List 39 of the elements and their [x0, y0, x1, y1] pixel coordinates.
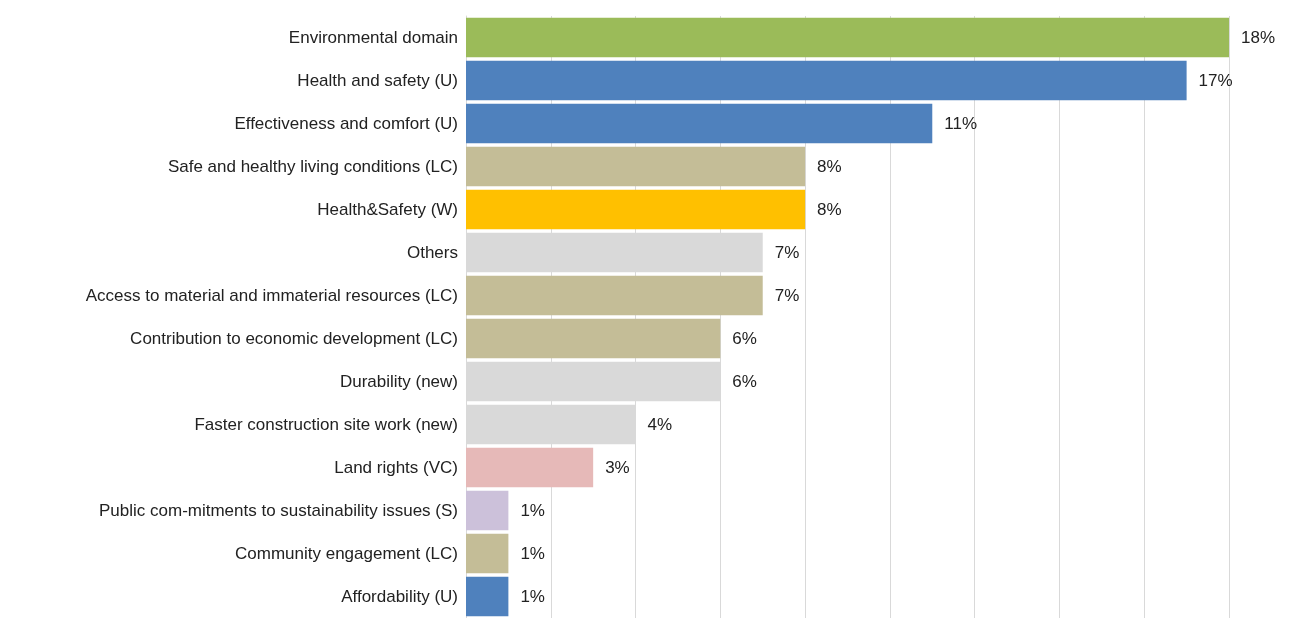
data-label: 8%	[817, 200, 842, 219]
bar	[466, 17, 1229, 58]
y-tick-label: Safe and healthy living conditions (LC)	[167, 157, 458, 176]
data-label: 1%	[520, 501, 545, 520]
data-label: 11%	[944, 114, 978, 133]
y-tick-label: Contribution to economic development (LC)	[130, 329, 458, 348]
y-tick-label: Environmental domain	[288, 28, 458, 47]
bar	[466, 447, 594, 488]
bar	[466, 533, 509, 574]
y-tick-label: Others	[406, 243, 458, 262]
data-label: 17%	[1198, 71, 1233, 90]
data-label: 3%	[605, 458, 630, 477]
y-tick-label: Faster construction site work (new)	[194, 415, 458, 434]
bar	[466, 275, 763, 316]
data-label: 7%	[774, 243, 800, 262]
y-tick-label: Health&Safety (W)	[317, 200, 458, 219]
bar	[466, 490, 509, 531]
data-label: 4%	[647, 415, 673, 434]
data-label: 6%	[732, 372, 757, 391]
data-label: 18%	[1241, 28, 1276, 47]
y-tick-label: Public com-mitments to sustainability issues (S)	[98, 501, 458, 520]
bar	[466, 146, 806, 187]
data-label: 1%	[520, 587, 545, 606]
y-tick-label: Land rights (VC)	[334, 458, 458, 477]
bar	[466, 576, 509, 617]
bar	[466, 318, 721, 359]
data-label: 1%	[520, 544, 545, 563]
data-label: 8%	[817, 157, 842, 176]
y-tick-label: Health and safety (U)	[297, 71, 458, 90]
y-tick-label: Community engagement (LC)	[235, 544, 458, 563]
y-tick-label: Durability (new)	[339, 372, 458, 391]
y-tick-label: Affordability (U)	[341, 587, 458, 606]
y-tick-label: Access to material and immaterial resources (LC)	[85, 286, 458, 305]
y-tick-label: Effectiveness and comfort (U)	[234, 114, 458, 133]
bar	[466, 189, 806, 230]
data-label: 7%	[774, 286, 800, 305]
data-label: 6%	[732, 329, 757, 348]
bar	[466, 103, 933, 144]
bar	[466, 60, 1187, 101]
